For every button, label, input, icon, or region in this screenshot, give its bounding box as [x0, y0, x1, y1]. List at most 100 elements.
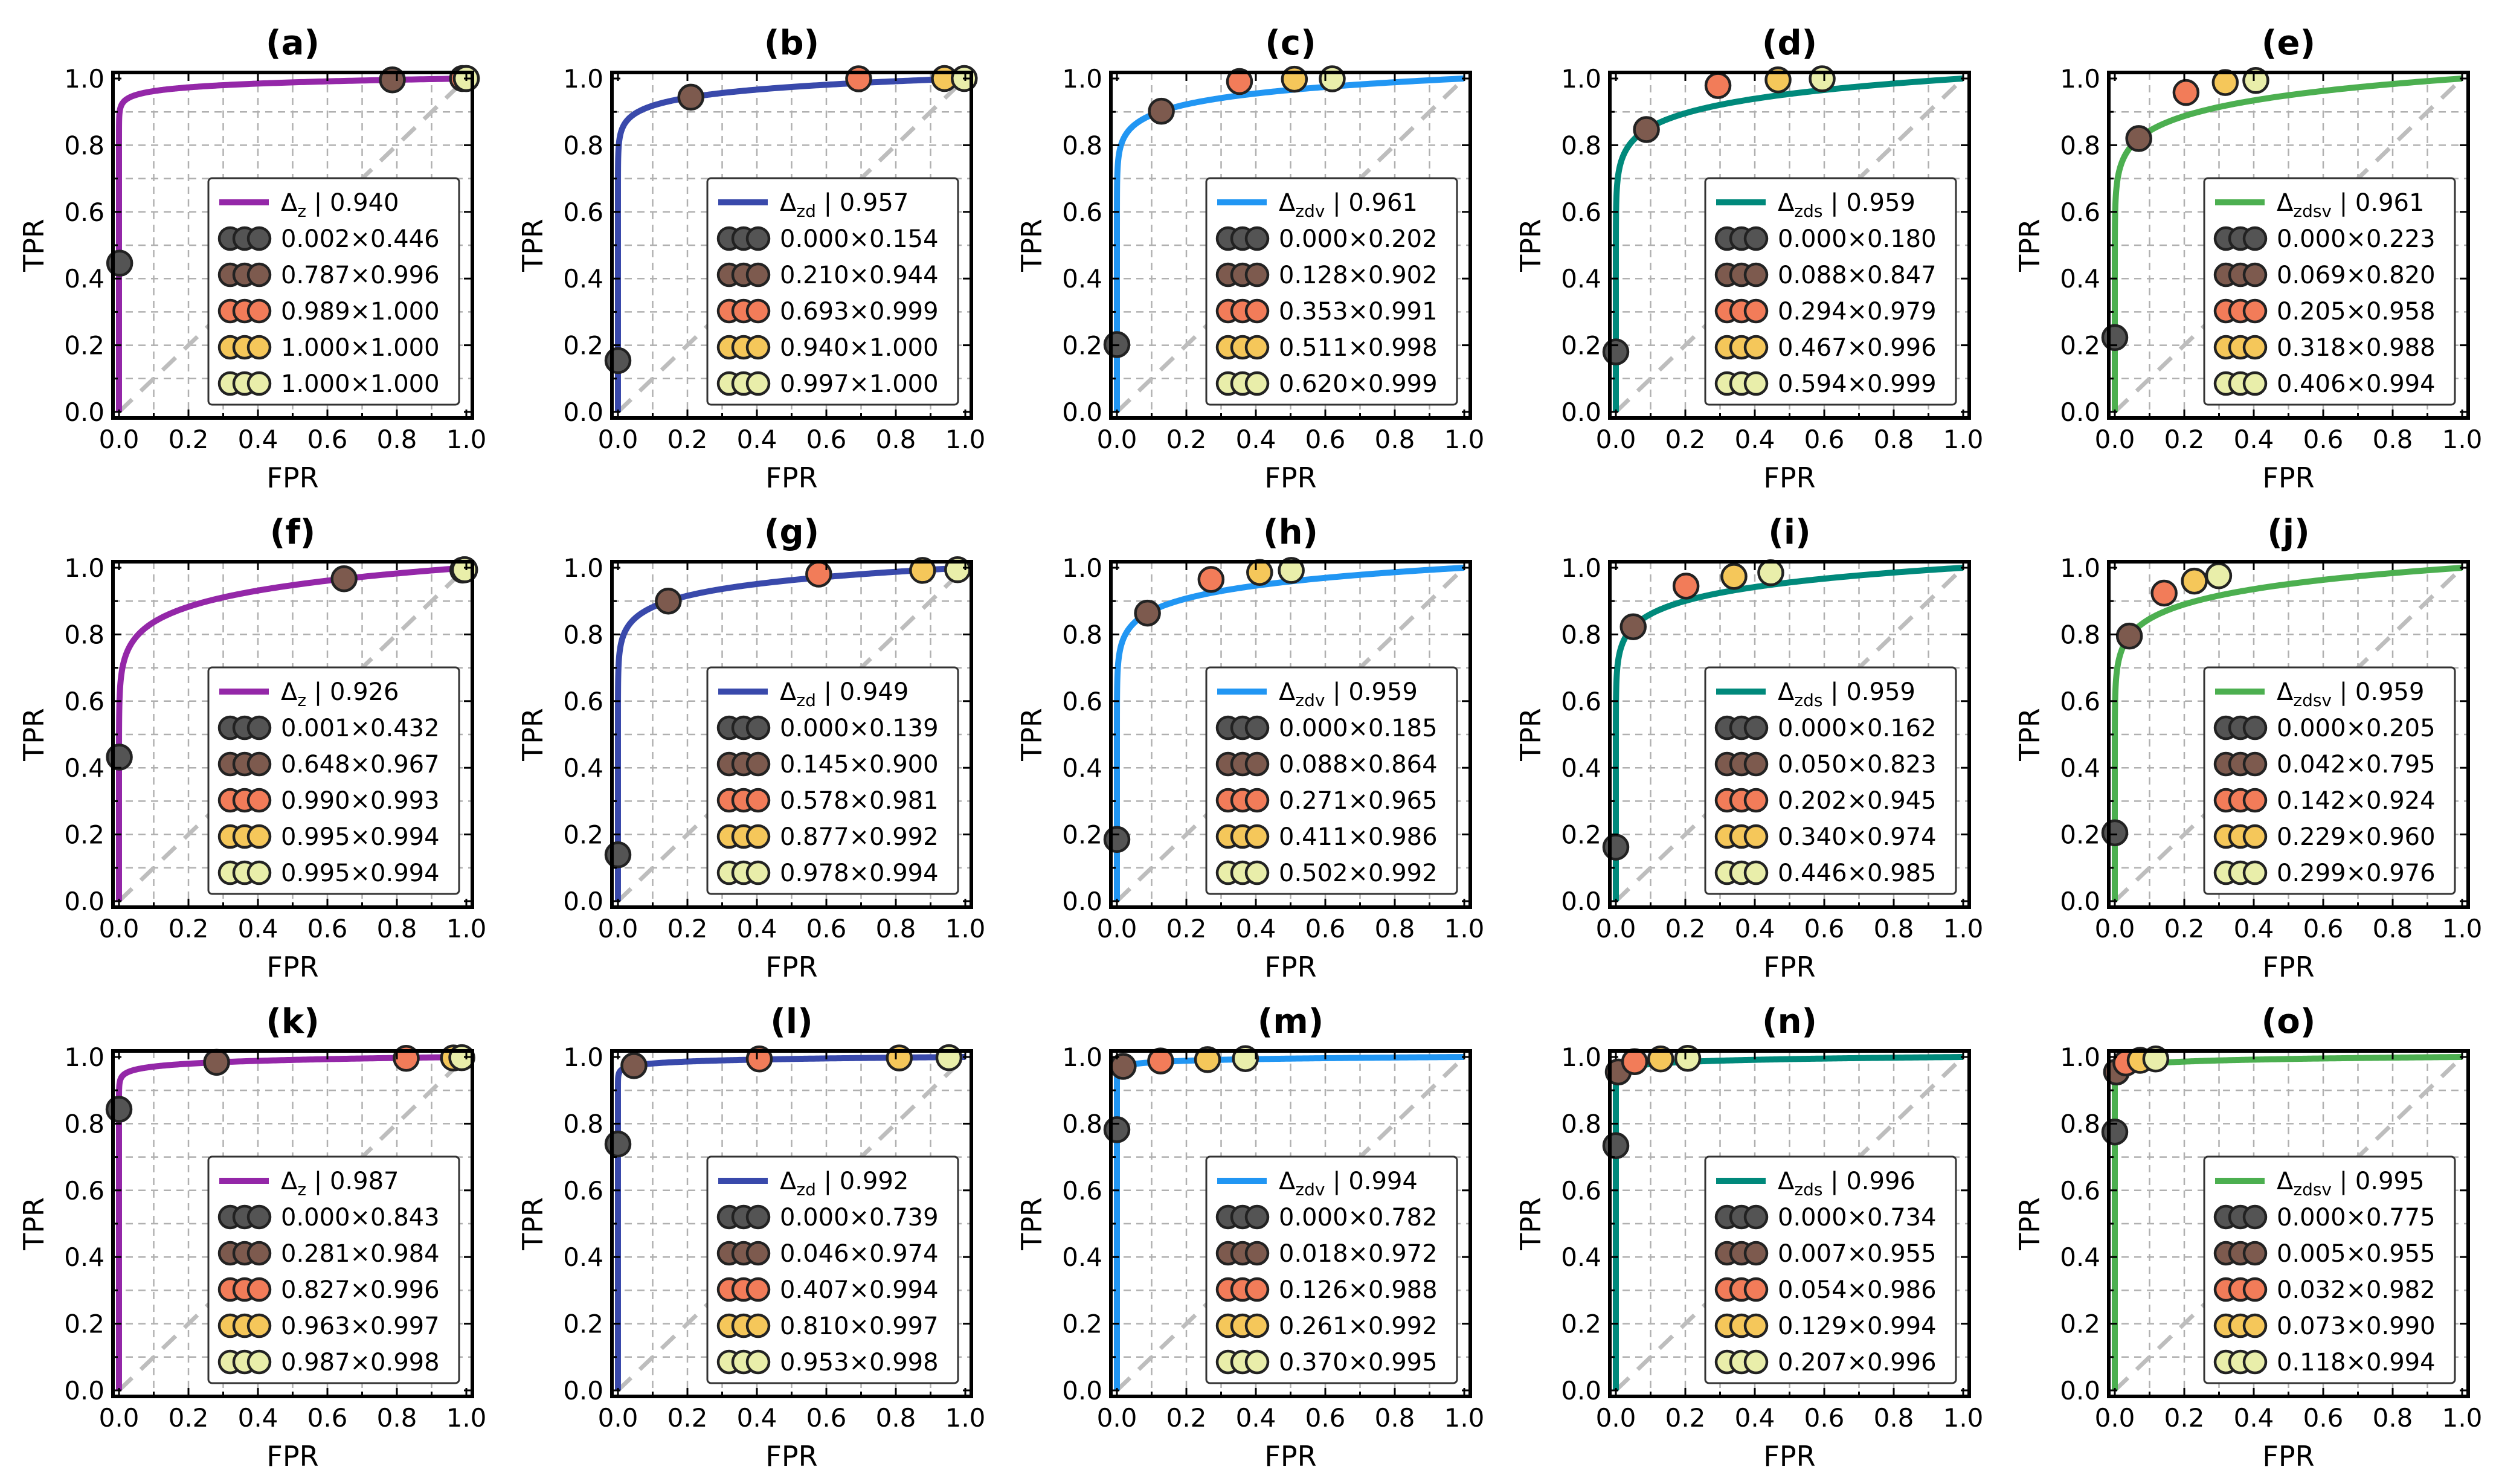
x-axis-label: FPR [2262, 1440, 2314, 1473]
x-tick-label: 1.0 [1943, 1403, 1984, 1433]
x-tick-label: 0.2 [1665, 1403, 1706, 1433]
legend-marker-swatch [1244, 1277, 1270, 1302]
threshold-point [1194, 1046, 1221, 1073]
x-axis-label: FPR [1763, 461, 1815, 494]
y-axis-label: TPR [516, 219, 549, 272]
legend: Δz | 0.926 0.001×0.432 0.648×0.967 0.990×0.… [207, 666, 460, 895]
legend-marker-swatch [2242, 1204, 2268, 1230]
x-tick-label: 0.4 [238, 425, 278, 454]
y-tick-label: 0.4 [64, 753, 105, 783]
x-tick-label: 0.2 [169, 425, 209, 454]
legend-marker-swatch [1244, 788, 1270, 813]
threshold-point [330, 565, 358, 593]
legend: Δzds | 0.959 0.000×0.180 0.088×0.847 0.294×… [1704, 177, 1957, 406]
y-tick-label: 0.0 [2060, 887, 2100, 916]
plot-frame [2107, 560, 2470, 909]
legend-threshold-label: 0.000×0.139 [780, 715, 939, 742]
x-tick-label: 0.2 [667, 914, 708, 943]
x-tick-label: 0.8 [2373, 1403, 2413, 1433]
legend-threshold-label: 0.827×0.996 [281, 1276, 440, 1304]
y-tick-label: 1.0 [2060, 553, 2100, 583]
y-tick-label: 0.6 [563, 198, 603, 227]
legend-marker-swatch [1244, 298, 1270, 324]
x-tick-label: 0.4 [238, 914, 278, 943]
panel-title: (h) [1263, 513, 1318, 552]
legend-marker-swatch [1743, 335, 1769, 360]
x-tick-label: 0.8 [1375, 914, 1415, 943]
legend-threshold-label: 0.042×0.795 [2277, 751, 2436, 779]
legend-threshold-label: 0.229×0.960 [2277, 823, 2436, 851]
x-tick-label: 0.4 [238, 1403, 278, 1433]
legend-marker-swatch [2242, 335, 2268, 360]
y-tick-label: 0.2 [1561, 331, 1601, 361]
y-tick-label: 0.8 [64, 130, 105, 160]
y-tick-label: 0.6 [2060, 198, 2100, 227]
series-subscript: zdsv [2293, 690, 2332, 710]
legend-marker-swatch [745, 371, 771, 396]
legend-threshold-label: 0.502×0.992 [1279, 859, 1438, 887]
threshold-point [105, 1096, 133, 1123]
x-tick-label: 0.2 [169, 914, 209, 943]
x-tick-label: 0.0 [1097, 914, 1137, 943]
legend-marker-swatch [2242, 1349, 2268, 1375]
legend-marker-swatch [1743, 788, 1769, 813]
x-tick-label: 0.0 [598, 914, 638, 943]
panel-title: (f) [270, 513, 316, 552]
legend-series-label: Δzdv | 0.959 [1279, 678, 1418, 710]
legend-marker-swatch [745, 1277, 771, 1302]
x-tick-label: 0.6 [307, 914, 348, 943]
y-tick-label: 0.0 [1062, 887, 1102, 916]
y-tick-label: 0.6 [563, 1176, 603, 1206]
y-tick-label: 1.0 [563, 1042, 603, 1072]
y-tick-label: 0.6 [2060, 1176, 2100, 1206]
panel-title: (i) [1768, 513, 1810, 552]
y-tick-label: 1.0 [2060, 1042, 2100, 1072]
y-tick-label: 0.4 [563, 264, 603, 294]
y-tick-label: 0.4 [1062, 753, 1102, 783]
y-axis-label: TPR [1514, 1197, 1547, 1251]
x-tick-label: 0.6 [806, 425, 847, 454]
chance-diagonal [616, 566, 967, 903]
legend-threshold-label: 0.205×0.958 [2277, 298, 2436, 326]
x-tick-label: 0.0 [99, 914, 140, 943]
legend-marker-swatch [1743, 715, 1769, 740]
legend-marker-swatch [1244, 226, 1270, 251]
panel-title: (c) [1265, 24, 1316, 63]
plot-frame [610, 560, 973, 909]
x-tick-label: 1.0 [446, 914, 487, 943]
delta-symbol: Δ [1279, 1168, 1296, 1195]
plot-frame [1109, 560, 1472, 909]
threshold-point [2150, 579, 2178, 607]
delta-symbol: Δ [780, 1168, 797, 1195]
chance-diagonal [117, 77, 468, 414]
legend: Δzdv | 0.961 0.000×0.202 0.128×0.902 0.353×… [1205, 177, 1458, 406]
roc-curve [1114, 565, 1465, 901]
y-tick-label: 0.0 [1561, 887, 1601, 916]
auc-value: | 0.959 [2332, 678, 2424, 706]
y-axis-label: TPR [18, 1197, 50, 1251]
x-tick-label: 0.2 [2164, 1403, 2205, 1433]
legend-marker-swatch [246, 824, 272, 849]
legend-marker-swatch [1244, 1313, 1270, 1338]
legend-marker-swatch [1743, 298, 1769, 324]
threshold-point [1720, 563, 1748, 590]
legend-threshold-label: 0.210×0.944 [780, 262, 939, 289]
legend-threshold-label: 0.995×0.994 [281, 859, 440, 887]
legend-marker-swatch [1244, 860, 1270, 885]
x-tick-label: 1.0 [446, 425, 487, 454]
legend-marker-swatch [246, 1277, 272, 1302]
legend-threshold-label: 0.446×0.985 [1778, 859, 1937, 887]
y-tick-label: 0.4 [64, 1242, 105, 1272]
plot-frame [2107, 1049, 2470, 1398]
auc-value: | 0.995 [2332, 1168, 2424, 1195]
legend-marker-swatch [246, 1204, 272, 1230]
legend-threshold-label: 0.000×0.782 [1279, 1204, 1438, 1232]
x-tick-label: 0.4 [1735, 914, 1775, 943]
x-tick-label: 0.8 [1375, 425, 1415, 454]
series-subscript: zdsv [2293, 1180, 2332, 1200]
y-tick-label: 1.0 [64, 553, 105, 583]
legend-threshold-label: 0.000×0.205 [2277, 715, 2436, 742]
x-tick-label: 1.0 [1444, 914, 1485, 943]
y-tick-label: 0.2 [2060, 331, 2100, 361]
x-tick-label: 0.0 [1596, 1403, 1636, 1433]
